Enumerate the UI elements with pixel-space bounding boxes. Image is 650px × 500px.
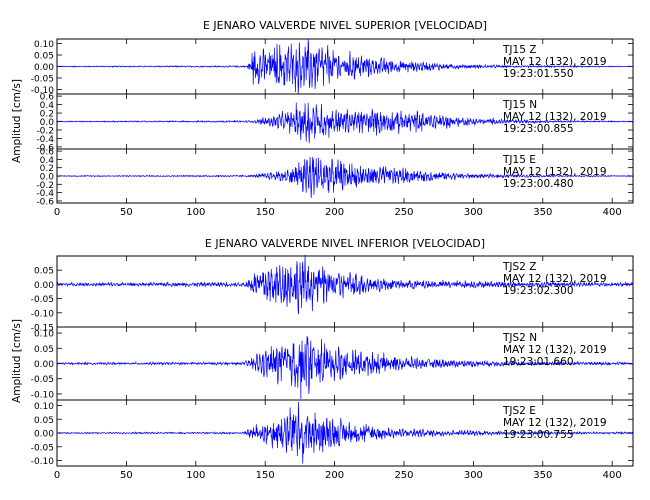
- trace-date-label: MAY 12 (132), 2019: [503, 166, 607, 178]
- y-tick-label: -0.6: [36, 143, 54, 153]
- trace-date-label: MAY 12 (132), 2019: [503, 56, 607, 68]
- station-component-label: TJ15 E: [502, 154, 536, 166]
- x-tick-label: 0: [54, 207, 60, 218]
- y-tick-label: 0.10: [34, 402, 54, 412]
- y-tick-label: -0.2: [36, 181, 54, 191]
- y-tick-label: 0.6: [40, 148, 55, 158]
- trace-start-time-label: 19:23:01.550: [503, 68, 574, 80]
- trace-date-label: MAY 12 (132), 2019: [503, 417, 607, 429]
- station-component-label: TJ15 N: [502, 99, 537, 111]
- x-tick-label: 300: [464, 470, 483, 481]
- x-tick-label: 250: [394, 470, 413, 481]
- y-tick-label: -0.05: [31, 295, 54, 305]
- x-tick-label: 200: [325, 470, 344, 481]
- waveform-trace: [56, 39, 634, 94]
- y-tick-label: -0.6: [36, 197, 54, 207]
- station-component-label: TJS2 Z: [502, 261, 536, 273]
- waveform-trace: [56, 401, 634, 464]
- chart-title: E JENARO VALVERDE NIVEL INFERIOR [VELOCI…: [205, 237, 485, 250]
- station-component-label: TJ15 Z: [502, 44, 536, 56]
- y-tick-label: 0.00: [34, 281, 54, 291]
- y-tick-label: 0.00: [34, 63, 54, 73]
- y-axis-label: Amplitud [cm/s]: [11, 319, 23, 403]
- waveform-trace: [56, 156, 634, 198]
- y-tick-label: -0.10: [31, 86, 55, 96]
- y-tick-label: 0.6: [40, 93, 55, 103]
- y-tick-label: -0.10: [31, 457, 55, 467]
- trace-start-time-label: 19:23:02.300: [503, 285, 574, 297]
- y-tick-label: -0.15: [31, 324, 54, 334]
- y-tick-label: 0.0: [40, 173, 55, 183]
- x-tick-label: 150: [256, 207, 275, 218]
- y-tick-label: 0.4: [40, 101, 55, 111]
- station-component-label: TJS2 E: [502, 405, 536, 417]
- y-tick-label: 0.10: [34, 40, 54, 50]
- waveform-trace: [56, 254, 634, 315]
- y-tick-label: 0.10: [34, 330, 54, 340]
- y-tick-label: 0.05: [34, 416, 54, 426]
- trace-start-time-label: 19:23:00.855: [503, 123, 574, 135]
- y-tick-label: 0.2: [40, 110, 54, 120]
- y-axis-label: Amplitud [cm/s]: [11, 79, 23, 163]
- x-tick-label: 150: [256, 470, 275, 481]
- station-component-label: TJS2 N: [502, 332, 537, 344]
- x-tick-label: 100: [186, 470, 205, 481]
- waveform-trace: [56, 102, 634, 144]
- trace-start-time-label: 19:23:00.480: [503, 178, 574, 190]
- y-tick-label: 0.05: [34, 52, 54, 62]
- x-tick-label: 0: [54, 470, 60, 481]
- x-tick-label: 100: [186, 207, 205, 218]
- y-tick-label: 0.05: [34, 267, 54, 277]
- trace-start-time-label: 19:23:00.755: [503, 429, 574, 441]
- trace-date-label: MAY 12 (132), 2019: [503, 344, 607, 356]
- y-tick-label: 0.2: [40, 164, 54, 174]
- trace-start-time-label: 19:23:01.660: [503, 356, 574, 368]
- y-tick-label: -0.05: [31, 74, 54, 84]
- trace-date-label: MAY 12 (132), 2019: [503, 111, 607, 123]
- chart-title: E JENARO VALVERDE NIVEL SUPERIOR [VELOCI…: [203, 19, 487, 32]
- y-tick-label: -0.05: [31, 443, 54, 453]
- x-tick-label: 200: [325, 207, 344, 218]
- waveform-trace: [56, 335, 634, 399]
- x-tick-label: 250: [394, 207, 413, 218]
- x-tick-label: 300: [464, 207, 483, 218]
- y-tick-label: 0.0: [40, 118, 55, 128]
- y-tick-label: -0.10: [31, 309, 55, 319]
- y-tick-label: 0.4: [40, 156, 55, 166]
- y-tick-label: -0.4: [36, 135, 54, 145]
- y-tick-label: 0.00: [34, 430, 54, 440]
- y-tick-label: 0.05: [34, 345, 54, 355]
- x-tick-label: 50: [120, 207, 133, 218]
- y-tick-label: -0.10: [31, 390, 55, 400]
- x-tick-label: 350: [533, 470, 552, 481]
- x-tick-label: 400: [603, 470, 622, 481]
- x-tick-label: 50: [120, 470, 133, 481]
- x-tick-label: 400: [603, 207, 622, 218]
- y-tick-label: -0.4: [36, 189, 54, 199]
- x-tick-label: 350: [533, 207, 552, 218]
- y-tick-label: -0.2: [36, 126, 54, 136]
- y-tick-label: -0.05: [31, 375, 54, 385]
- y-tick-label: 0.00: [34, 360, 54, 370]
- trace-date-label: MAY 12 (132), 2019: [503, 273, 607, 285]
